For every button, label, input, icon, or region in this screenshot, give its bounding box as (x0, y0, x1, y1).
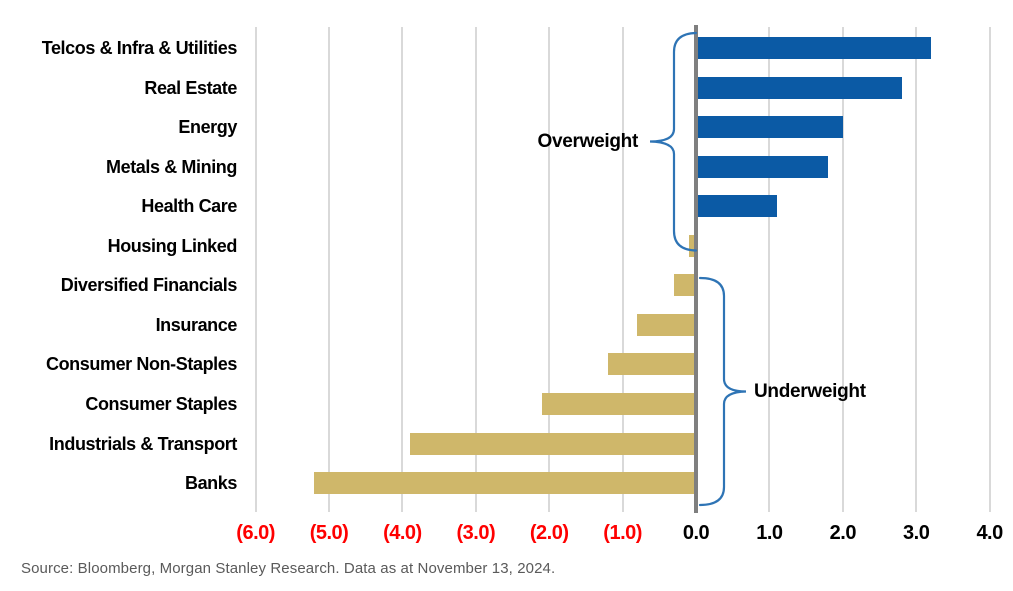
underweight-brace (698, 276, 747, 507)
bar-real-estate (696, 76, 902, 99)
category-label-energy: Energy (178, 117, 237, 138)
bar-banks (314, 472, 696, 495)
bar-telcos-infra-utilities (696, 37, 931, 59)
category-label-diversified-financials: Diversified Financials (60, 275, 238, 296)
category-label-metals-mining: Metals & Mining (105, 156, 237, 177)
category-label-housing-linked: Housing Linked (107, 235, 238, 256)
bar-insurance (637, 313, 696, 336)
x-tick--2: (2.0) (529, 522, 569, 544)
category-label-telcos-infra-utilities: Telcos & Infra & Utilities (41, 38, 238, 58)
overweight-label: Overweight (537, 131, 639, 152)
x-tick-3: 3.0 (903, 522, 930, 544)
gridline--2 (548, 27, 551, 512)
category-label-insurance: Insurance (155, 314, 238, 335)
x-tick-1: 1.0 (756, 522, 783, 544)
gridline--3 (474, 27, 477, 512)
gridline-4 (988, 27, 991, 512)
bar-diversified-financials (673, 274, 696, 297)
overweight-brace (649, 31, 698, 252)
source-note: Source: Bloomberg, Morgan Stanley Resear… (21, 560, 556, 577)
bar-consumer-non-staples (607, 353, 696, 376)
zero-axis-line (694, 25, 698, 513)
gridline--1 (621, 27, 624, 512)
gridline--4 (401, 27, 404, 512)
gridline--5 (328, 27, 330, 512)
category-label-industrials-transport: Industrials & Transport (49, 433, 237, 454)
bar-metals-mining (696, 155, 829, 178)
bar-consumer-staples (541, 392, 696, 415)
category-label-consumer-non-staples: Consumer Non-Staples (45, 354, 237, 375)
bar-energy (696, 116, 843, 139)
category-label-banks: Banks (184, 473, 237, 494)
gridline-3 (915, 27, 918, 512)
x-tick--5: (5.0) (309, 522, 349, 544)
x-tick--1: (1.0) (603, 522, 642, 544)
gridline-2 (841, 27, 844, 512)
x-tick--6: (6.0) (236, 522, 275, 544)
gridline-1 (768, 27, 771, 512)
x-tick--3: (3.0) (456, 522, 496, 544)
x-tick--4: (4.0) (383, 522, 422, 544)
x-tick-4: 4.0 (976, 522, 1003, 544)
x-tick-2: 2.0 (829, 522, 857, 544)
category-label-consumer-staples: Consumer Staples (85, 393, 237, 414)
underweight-label: Underweight (754, 381, 866, 402)
gridline--6 (254, 27, 257, 512)
category-label-real-estate: Real Estate (144, 77, 237, 98)
category-label-health-care: Health Care (141, 196, 237, 217)
bar-industrials-transport (409, 432, 696, 455)
bar-health-care (696, 195, 777, 218)
x-tick-0: 0.0 (682, 522, 710, 544)
